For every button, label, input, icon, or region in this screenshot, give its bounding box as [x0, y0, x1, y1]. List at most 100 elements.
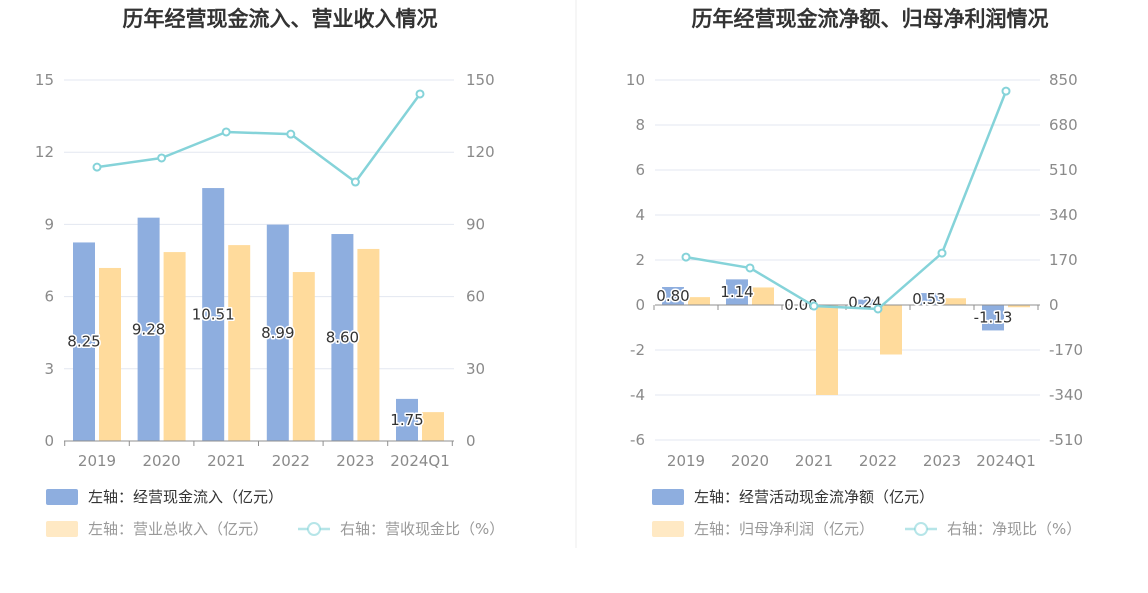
- bar-revenue-2021: [228, 245, 251, 441]
- point-net-cash-ratio-2019: [681, 252, 691, 262]
- left-axis-tick-label: 0: [635, 296, 645, 314]
- gridlines: [655, 79, 1040, 441]
- bar-net-operating-cash-2024Q1: [982, 305, 1004, 331]
- left-axis-tick-label: 4: [635, 206, 645, 224]
- chart-2: 历年经营现金流净额、归母净利润情况 -6 -4 -2 0 2 4 6 8 10 -510 -340 -1…: [626, 7, 1083, 538]
- series-cash-inflow: [73, 188, 418, 441]
- right-axis-tick-label: 510: [1049, 161, 1078, 179]
- legend: 左轴：经营活动现金流净额（亿元） 左轴：归母净利润（亿元） 右轴：净现比（%）: [652, 488, 1081, 538]
- point-cash-ratio-2023: [350, 177, 360, 187]
- legend-item-cash-ratio[interactable]: 右轴：营收现金比（%）: [298, 520, 504, 538]
- right-axis-tick-label: -170: [1049, 341, 1083, 359]
- x-axis-label: 2019: [78, 452, 116, 470]
- bar-cash-inflow-2020: [137, 217, 160, 441]
- x-axis-label: 2023: [923, 452, 961, 470]
- bar-cash-inflow-2023: [331, 234, 354, 441]
- line-net-cash-ratio: [685, 90, 1008, 311]
- left-axis-tick-label: 6: [635, 161, 645, 179]
- chart-title: 历年经营现金流净额、归母净利润情况: [692, 7, 1049, 31]
- data-label-net-operating-cash-2020: 1.14: [720, 283, 753, 301]
- data-label-net-operating-cash-2023: 0.53: [912, 290, 945, 308]
- legend-item-cash-inflow[interactable]: 左轴：经营现金流入（亿元）: [46, 488, 283, 506]
- right-axis-tick-label: -340: [1049, 386, 1083, 404]
- bar-revenue-2022: [292, 272, 315, 441]
- left-axis-tick-label: 9: [44, 215, 54, 233]
- bar-net-profit-2021: [816, 305, 838, 395]
- data-label-net-operating-cash-2021: 0.00: [784, 296, 817, 314]
- legend-item-net-operating-cash[interactable]: 左轴：经营活动现金流净额（亿元）: [652, 488, 934, 506]
- left-axis-tick-label: 2: [635, 251, 645, 269]
- x-axis-label: 2021: [207, 452, 245, 470]
- right-axis-tick-label: 120: [466, 143, 495, 161]
- x-axis-label: 2021: [795, 452, 833, 470]
- legend-swatch: [46, 489, 78, 505]
- x-axis-label: 2020: [731, 452, 769, 470]
- bar-net-operating-cash-2019: [662, 287, 684, 305]
- legend-label: 左轴：经营现金流入（亿元）: [88, 488, 283, 506]
- series-net-profit: [688, 287, 1030, 395]
- x-axis-label: 2022: [272, 452, 310, 470]
- point-net-cash-ratio-2020: [745, 263, 755, 273]
- left-axis-tick-label: 15: [35, 71, 54, 89]
- right-axis-tick-label: 0: [466, 432, 476, 450]
- legend-item-revenue[interactable]: 左轴：营业总收入（亿元）: [46, 520, 268, 538]
- point-net-cash-ratio-2022: [873, 304, 883, 314]
- x-axis-label: 2023: [336, 452, 374, 470]
- left-axis-tick-label: 3: [44, 360, 54, 378]
- right-axis-tick-label: 150: [466, 71, 495, 89]
- chart-1: 历年经营现金流入、营业收入情况0369121503060901201502019…: [35, 7, 504, 538]
- point-cash-ratio-2019: [92, 162, 102, 172]
- left-axis-tick-label: 12: [35, 143, 54, 161]
- right-axis-tick-label: -510: [1049, 431, 1083, 449]
- legend-swatch: [46, 521, 78, 537]
- right-axis-tick-label: 850: [1049, 71, 1078, 89]
- data-label-cash-inflow-2022: 8.99: [261, 324, 294, 342]
- bar-net-profit-2022: [880, 305, 902, 355]
- x-axis-label: 2020: [143, 452, 181, 470]
- bar-revenue-2024Q1: [422, 412, 444, 441]
- left-axis-tick-label: 8: [635, 116, 645, 134]
- left-axis-tick-label: -6: [630, 431, 645, 449]
- right-axis-tick-label: 30: [466, 360, 485, 378]
- left-axis-tick-label: -4: [630, 386, 645, 404]
- data-label-cash-inflow-2024Q1: 1.75: [390, 411, 423, 429]
- left-axis-tick-label: 6: [44, 288, 54, 306]
- line-cash-ratio: [96, 93, 422, 184]
- bar-net-profit-2019: [688, 297, 710, 305]
- legend-marker: [307, 522, 321, 536]
- point-cash-ratio-2020: [157, 153, 167, 163]
- right-axis-tick-label: 90: [466, 215, 485, 233]
- bar-net-profit-2020: [752, 287, 774, 305]
- legend-marker: [914, 522, 928, 536]
- bar-cash-inflow-2019: [73, 242, 95, 441]
- right-axis-tick-label: 340: [1049, 206, 1078, 224]
- x-axis-label: 2022: [859, 452, 897, 470]
- left-axis-tick-label: 10: [626, 71, 645, 89]
- legend-label: 右轴：营收现金比（%）: [340, 520, 504, 538]
- right-axis-tick-label: 0: [1049, 296, 1059, 314]
- bar-net-operating-cash-2022: [854, 299, 876, 305]
- bar-net-profit-2023: [944, 298, 966, 305]
- x-axis-label: 2024Q1: [390, 452, 450, 470]
- point-net-cash-ratio-2024Q1: [1001, 86, 1011, 96]
- series-cash-ratio: [92, 89, 425, 187]
- left-axis-tick-label: 0: [44, 432, 54, 450]
- bar-cash-inflow-2024Q1: [396, 398, 418, 441]
- right-axis-tick-label: 60: [466, 288, 485, 306]
- series-net-cash-ratio: [681, 86, 1011, 314]
- bar-revenue-2023: [357, 248, 380, 441]
- bar-net-profit-2024Q1: [1008, 305, 1030, 308]
- bar-cash-inflow-2022: [266, 224, 289, 441]
- data-label-cash-inflow-2019: 8.25: [67, 333, 100, 351]
- bar-cash-inflow-2021: [202, 188, 225, 441]
- legend-item-net-cash-ratio[interactable]: 右轴：净现比（%）: [905, 520, 1081, 538]
- data-label-net-operating-cash-2019: 0.80: [656, 287, 689, 305]
- legend-swatch: [652, 521, 684, 537]
- right-axis-tick-label: 680: [1049, 116, 1078, 134]
- legend-label: 左轴：经营活动现金流净额（亿元）: [694, 488, 934, 506]
- point-net-cash-ratio-2023: [937, 248, 947, 258]
- series-net-operating-cash: [662, 279, 1004, 331]
- data-label-cash-inflow-2020: 9.28: [132, 320, 165, 338]
- legend-item-net-profit[interactable]: 左轴：归母净利润（亿元）: [652, 520, 874, 538]
